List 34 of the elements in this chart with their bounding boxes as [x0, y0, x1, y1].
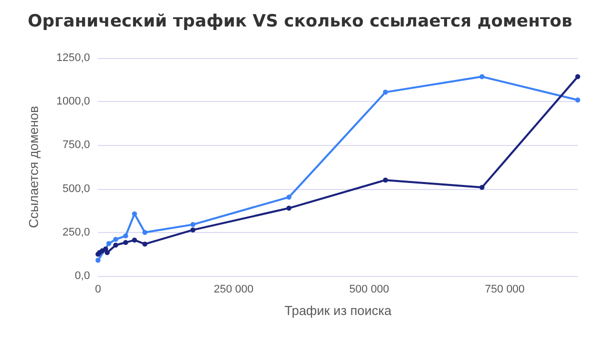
x-tick-label: 750 000 [484, 284, 525, 296]
point [132, 238, 137, 243]
point [113, 236, 118, 242]
y-tick-label: 0,0 [74, 270, 90, 282]
x-tick-label: 250 000 [214, 284, 254, 296]
point [480, 74, 484, 80]
point [142, 230, 148, 235]
y-axis-title: Ссылается доменов [26, 106, 41, 228]
point [480, 184, 484, 190]
point [382, 90, 388, 95]
point [575, 74, 580, 80]
x-tick-label: 500 000 [349, 284, 390, 296]
point [286, 206, 292, 211]
point [123, 233, 128, 238]
y-tick-label: 250,0 [62, 226, 90, 238]
point [106, 241, 112, 246]
y-tick-label: 500,0 [62, 182, 90, 195]
chart-title: Органический трафик VS сколько ссылается доментов [28, 12, 572, 32]
point [190, 222, 196, 228]
point [382, 178, 388, 183]
x-axis-title: Трафик из поиска [284, 303, 392, 318]
point [96, 258, 100, 263]
y-tick-label: 1250,0 [56, 52, 90, 64]
point [132, 211, 137, 216]
point [142, 242, 148, 247]
point [190, 227, 196, 232]
x-tick-label: 0 [94, 284, 102, 296]
y-tick-label: 1000,0 [56, 96, 90, 108]
point [286, 194, 292, 200]
point [575, 98, 580, 103]
y-tick-label: 750,0 [62, 139, 90, 152]
point [113, 242, 118, 248]
point [104, 250, 110, 256]
point [123, 240, 128, 246]
